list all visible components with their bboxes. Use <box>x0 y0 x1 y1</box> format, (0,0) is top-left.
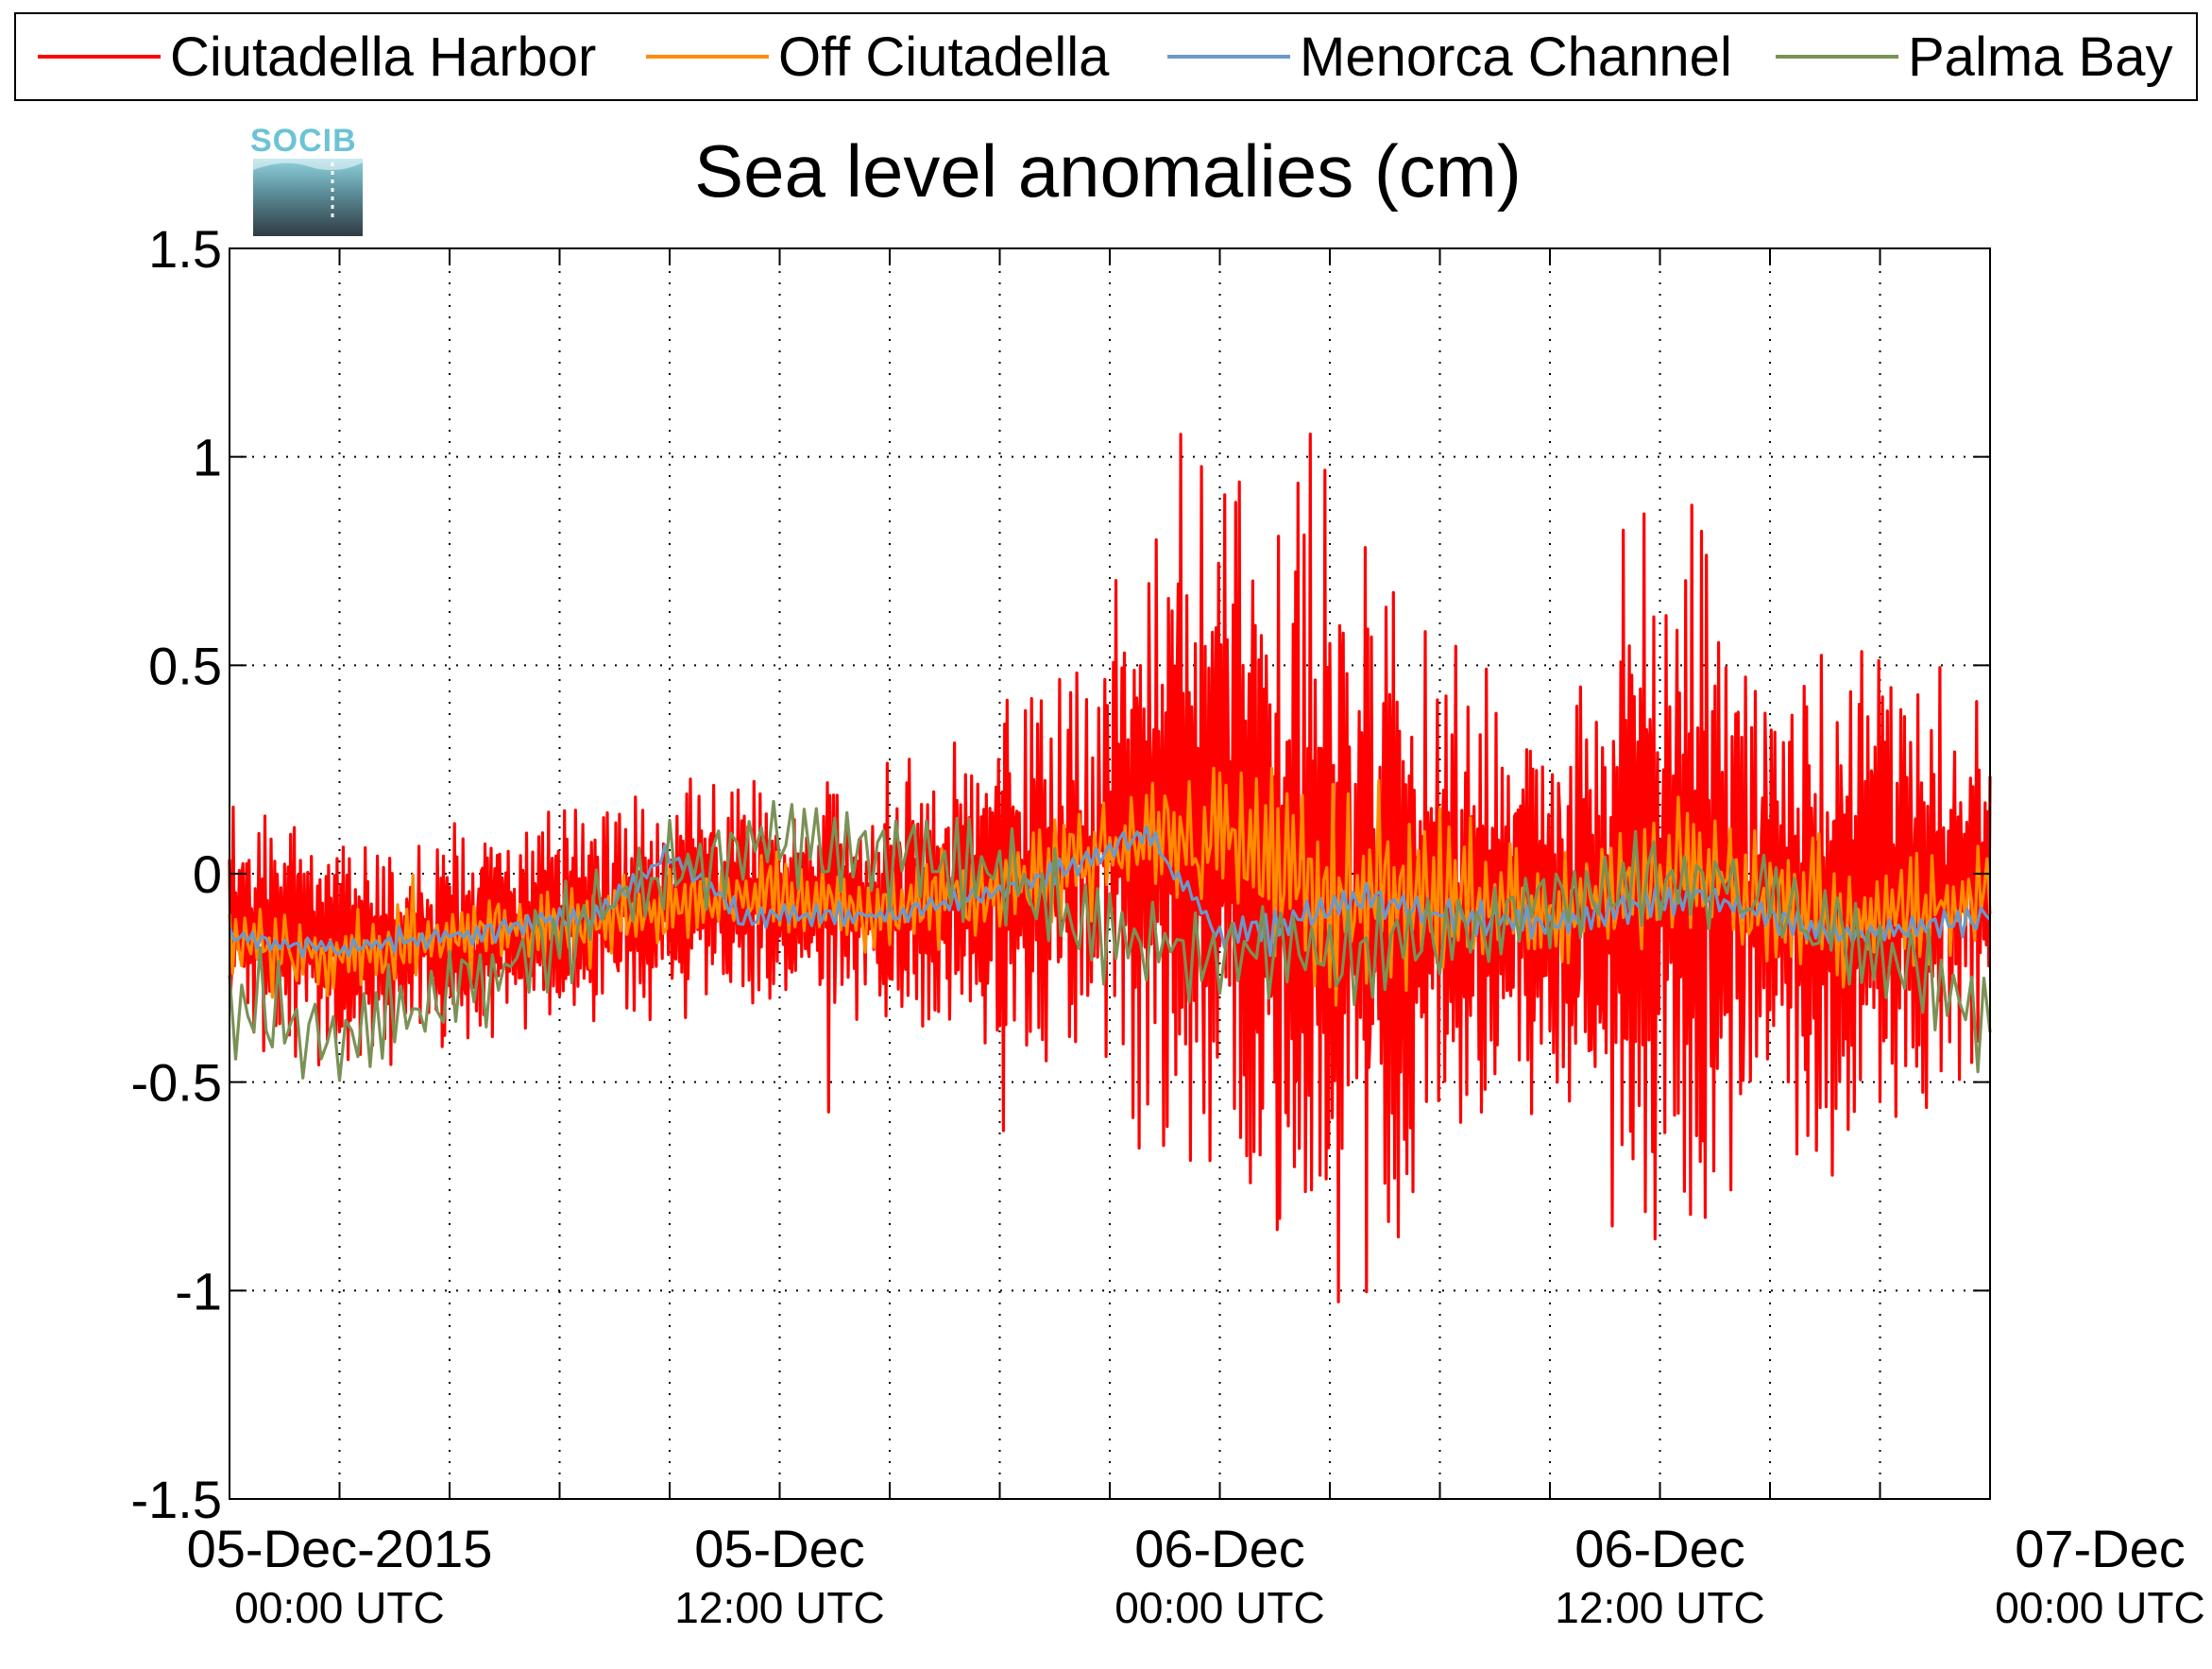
legend-label: Menorca Channel <box>1300 26 1732 88</box>
x-tick-time-label: 00:00 UTC <box>1995 1583 2204 1632</box>
y-tick-label: 1.5 <box>148 219 222 279</box>
legend-label: Ciutadella Harbor <box>170 26 596 88</box>
chart-title: Sea level anomalies (cm) <box>694 129 1522 213</box>
series-line <box>228 825 1992 959</box>
x-tick-time-label: 00:00 UTC <box>234 1583 444 1632</box>
y-tick-label: -1 <box>175 1261 222 1320</box>
x-tick-date-label: 07-Dec <box>2015 1519 2186 1578</box>
logo-text: SOCIB <box>250 123 357 159</box>
x-tick-time-label: 00:00 UTC <box>1115 1583 1324 1632</box>
y-tick-labels: 1.5 1 0.5 0 -0.5 -1 -1.5 <box>131 219 223 1529</box>
y-tick-label: -0.5 <box>131 1053 223 1113</box>
x-tick-date-label: 05-Dec <box>694 1519 865 1578</box>
legend: Ciutadella Harbor Off Ciutadella Menorca C… <box>38 26 2172 88</box>
x-tick-date-label: 06-Dec <box>1574 1519 1745 1578</box>
legend-label: Palma Bay <box>1908 26 2172 88</box>
socib-logo: SOCIB <box>250 123 363 236</box>
y-tick-label: 0.5 <box>148 636 222 695</box>
series-line <box>228 433 1992 1303</box>
y-tick-label: 0 <box>193 844 222 904</box>
y-tick-label: -1.5 <box>131 1470 223 1529</box>
x-tick-date-label: 05-Dec-2015 <box>187 1519 493 1578</box>
y-tick-label: 1 <box>193 428 222 487</box>
legend-label: Off Ciutadella <box>778 26 1110 88</box>
x-tick-date-label: 06-Dec <box>1134 1519 1305 1578</box>
axis-ticks <box>230 247 1990 1500</box>
series-lines <box>228 433 1992 1303</box>
x-tick-time-label: 12:00 UTC <box>674 1583 884 1632</box>
series-line <box>228 799 1992 1082</box>
x-tick-time-label: 12:00 UTC <box>1555 1583 1764 1632</box>
x-tick-labels: 05-Dec-2015 00:00 UTC 05-Dec 12:00 UTC 06-De… <box>187 1519 2205 1632</box>
